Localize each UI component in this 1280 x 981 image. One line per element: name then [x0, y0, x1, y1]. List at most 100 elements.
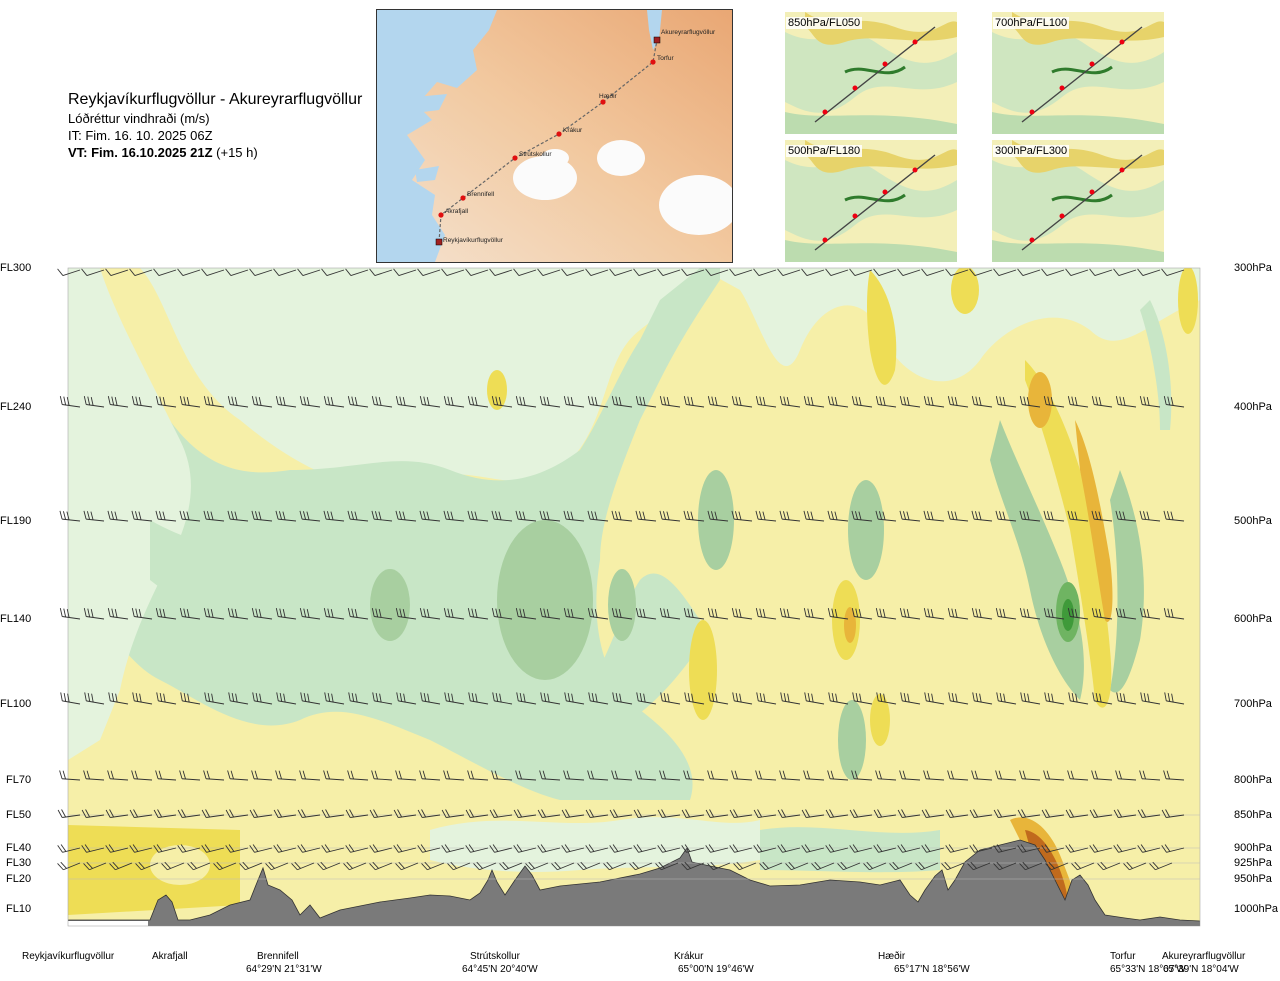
- wind-barb: [729, 268, 753, 276]
- wind-barb: [1043, 396, 1065, 408]
- wind-barb: [923, 510, 945, 522]
- wind-barb: [577, 861, 601, 871]
- wind-barb: [948, 692, 969, 705]
- wind-barb: [59, 608, 81, 620]
- wind-barb: [1115, 770, 1137, 781]
- wind-barb: [683, 770, 705, 781]
- wind-barb: [899, 608, 921, 620]
- wind-barb: [657, 268, 681, 276]
- wind-barb: [756, 692, 777, 705]
- wind-barb: [731, 770, 753, 781]
- wind-barb: [827, 608, 849, 620]
- wind-barb: [105, 268, 129, 276]
- wind-barb: [875, 770, 897, 781]
- wind-barb: [249, 809, 273, 818]
- wind-barb: [563, 608, 585, 620]
- wind-barb: [996, 692, 1017, 705]
- wind-barb: [395, 510, 417, 522]
- waypoint-label: Brennifell: [467, 191, 495, 198]
- thumbnail-500hpa[interactable]: 500hPa/FL180: [785, 140, 957, 262]
- wind-barb: [57, 861, 81, 871]
- wind-barb: [827, 510, 849, 522]
- wind-barb: [941, 861, 965, 871]
- wind-barb: [467, 510, 489, 522]
- wind-barb: [109, 861, 133, 871]
- thumbnail-850hpa[interactable]: 850hPa/FL050: [785, 12, 957, 134]
- wind-barb: [299, 396, 321, 408]
- wind-barb: [177, 268, 201, 276]
- flight-level-label-fl140: FL140: [0, 613, 32, 625]
- wind-barb: [804, 692, 825, 705]
- wind-barb: [83, 510, 105, 522]
- wind-barb: [609, 809, 633, 818]
- wind-barb: [467, 396, 489, 408]
- wind-barb: [299, 510, 321, 522]
- wind-barb: [347, 608, 369, 620]
- wind-barb: [587, 396, 609, 408]
- wind-barb: [659, 510, 681, 522]
- wind-barb: [851, 396, 873, 408]
- route-map: Akureyrarflugvöllur Torfur Hæðir Krákur Strú…: [376, 9, 733, 263]
- wind-barb: [681, 861, 705, 871]
- wind-barb: [347, 510, 369, 522]
- wind-barb: [681, 844, 705, 853]
- wind-barb: [491, 770, 513, 781]
- wind-barb: [801, 809, 825, 818]
- wind-barb: [635, 396, 657, 408]
- wind-barb: [899, 510, 921, 522]
- wind-barb: [467, 770, 489, 781]
- wind-barb: [563, 510, 585, 522]
- waypoint-label: Akureyrarflugvöllur: [661, 29, 716, 36]
- thumbnail-label: 300hPa/FL300: [993, 145, 1070, 157]
- wind-barb: [489, 844, 513, 853]
- wind-barb: [585, 844, 609, 853]
- location-name: Akureyrarflugvöllur: [1162, 951, 1246, 962]
- wind-barb: [612, 692, 633, 705]
- wind-barb: [489, 268, 513, 276]
- thumbnail-300hpa[interactable]: 300hPa/FL300: [992, 140, 1164, 262]
- wind-barb: [297, 809, 321, 818]
- wind-barb: [1139, 770, 1161, 781]
- wind-barb: [179, 510, 201, 522]
- wind-barb: [969, 809, 993, 818]
- wind-barb: [537, 844, 561, 853]
- flight-level-label-fl20: FL20: [6, 873, 32, 885]
- wind-barb: [539, 770, 561, 781]
- wind-barb: [179, 770, 201, 781]
- wind-barb: [1115, 510, 1137, 522]
- location-coordinate: 65°00'N 19°46'W: [678, 964, 754, 975]
- wind-barb: [683, 510, 705, 522]
- wind-barb: [239, 861, 263, 871]
- wind-barb: [155, 770, 177, 781]
- wind-barb: [179, 608, 201, 620]
- valid-time: VT: Fim. 16.10.2025 21Z (+15 h): [68, 145, 258, 160]
- wind-barb: [1115, 396, 1137, 408]
- wind-barb: [1116, 692, 1137, 705]
- wind-barb: [971, 510, 993, 522]
- wind-barb: [1140, 692, 1161, 705]
- wind-barb: [900, 692, 921, 705]
- wind-barb: [465, 809, 489, 818]
- wind-barb: [729, 844, 753, 853]
- wind-barb: [993, 861, 1017, 871]
- wind-barb: [441, 809, 465, 818]
- wind-barb: [811, 861, 835, 871]
- wind-barb: [107, 608, 129, 620]
- wind-barb: [1091, 770, 1113, 781]
- wind-barb: [705, 268, 729, 276]
- wind-barb: [227, 770, 249, 781]
- wind-barb: [371, 770, 393, 781]
- wind-barb: [297, 268, 321, 276]
- wind-barb: [603, 861, 627, 871]
- wind-barb: [971, 770, 993, 781]
- strong-downdraft-core: [370, 569, 410, 641]
- pressure-label-400hpa: 400hPa: [1234, 401, 1272, 413]
- wind-barb: [873, 809, 897, 818]
- wind-barb: [561, 268, 585, 276]
- wind-barb: [972, 692, 993, 705]
- wind-barb: [203, 510, 225, 522]
- location-coordinate: 65°17'N 18°56'W: [894, 964, 970, 975]
- wind-barb: [947, 396, 969, 408]
- thumbnail-700hpa[interactable]: 700hPa/FL100: [992, 12, 1164, 134]
